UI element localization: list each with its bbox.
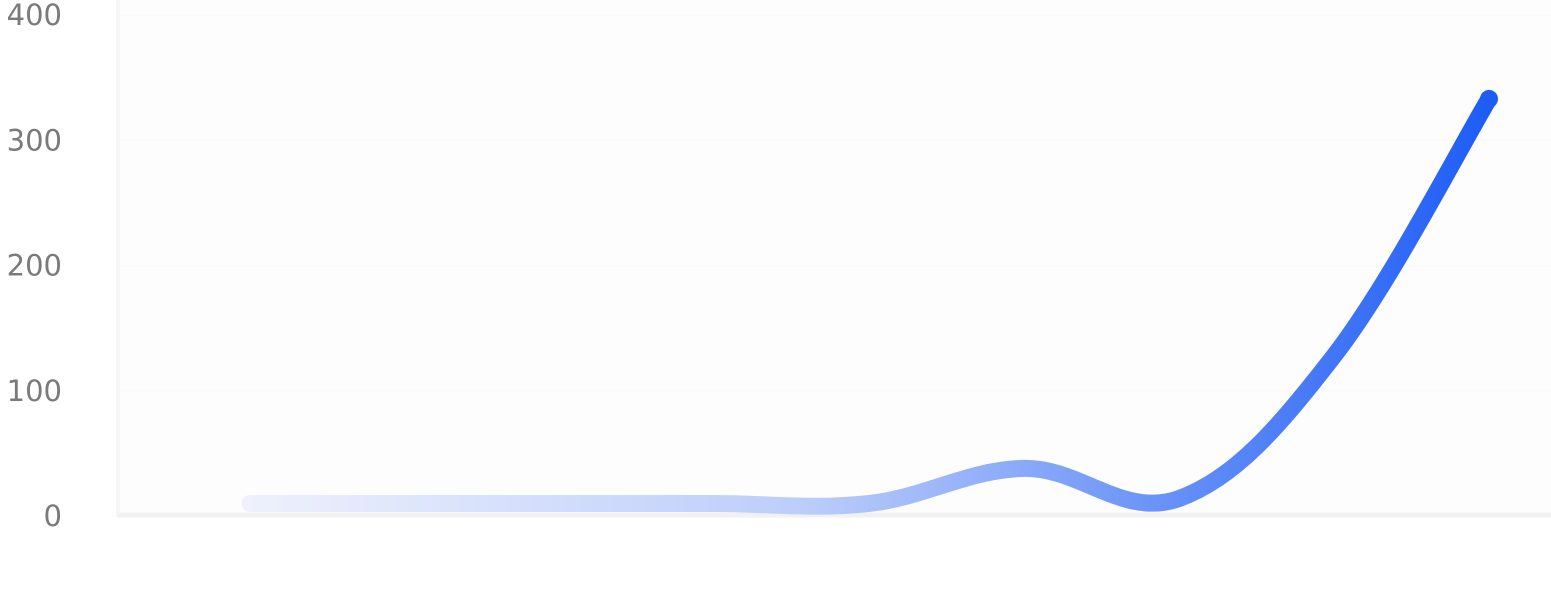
y-tick-label: 0 xyxy=(44,499,62,533)
data-point xyxy=(868,501,872,505)
series-layer xyxy=(241,89,1498,515)
data-point xyxy=(1177,496,1181,500)
end-point-marker xyxy=(1480,89,1498,108)
data-point xyxy=(403,501,407,505)
data-point xyxy=(713,501,717,505)
y-tick-label: 100 xyxy=(7,374,62,408)
y-tick-label: 200 xyxy=(7,249,62,283)
data-point xyxy=(248,501,252,505)
y-tick-label: 400 xyxy=(7,0,62,32)
series-line xyxy=(241,90,1498,515)
data-point xyxy=(558,501,562,505)
y-axis-ticks: 0 100 200 300 400 xyxy=(7,0,62,533)
y-tick-label: 300 xyxy=(7,123,62,157)
data-point xyxy=(1332,354,1336,358)
plot-area xyxy=(118,0,1551,515)
data-point xyxy=(1022,466,1026,470)
